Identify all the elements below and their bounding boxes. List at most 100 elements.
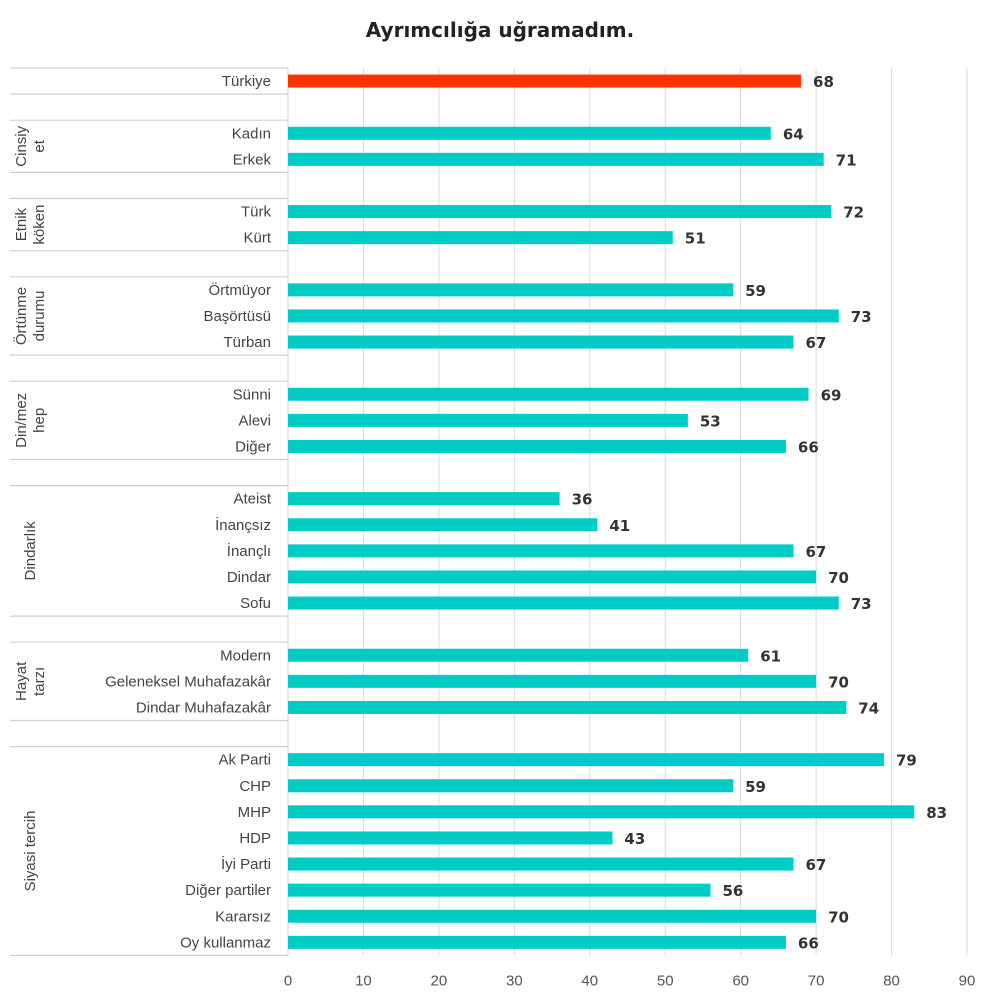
group-label: Etnik xyxy=(13,207,30,241)
category-label: Başörtüsü xyxy=(203,308,271,325)
bar xyxy=(288,387,809,401)
x-tick-label: 0 xyxy=(284,972,292,989)
bar xyxy=(288,231,673,245)
bar xyxy=(288,283,734,297)
category-label: MHP xyxy=(238,804,271,821)
group-label: Örtünme xyxy=(12,287,30,345)
bar xyxy=(288,674,817,688)
category-label: Kararsız xyxy=(215,908,271,925)
category-label: Örtmüyor xyxy=(208,281,271,299)
category-label: Erkek xyxy=(233,151,272,168)
bar xyxy=(288,857,794,871)
bar xyxy=(288,205,832,219)
category-label: Dindar Muhafazakâr xyxy=(136,699,271,716)
bar xyxy=(288,805,915,819)
bar xyxy=(288,309,839,323)
bar xyxy=(288,753,885,767)
bar xyxy=(288,439,786,453)
data-label: 70 xyxy=(828,673,849,691)
data-label: 56 xyxy=(722,882,743,900)
data-label: 59 xyxy=(745,778,766,796)
x-tick-label: 60 xyxy=(732,972,749,989)
x-tick-label: 70 xyxy=(808,972,825,989)
category-label: Ateist xyxy=(233,491,271,508)
bar xyxy=(288,570,817,584)
data-label: 69 xyxy=(821,386,842,404)
category-label: Oy kullanmaz xyxy=(180,934,271,951)
bar xyxy=(288,126,771,140)
category-label: CHP xyxy=(239,778,271,795)
category-label: İyi Parti xyxy=(221,855,271,873)
data-label: 70 xyxy=(828,569,849,587)
bar xyxy=(288,883,711,897)
category-label: Türban xyxy=(223,334,271,351)
bar xyxy=(288,648,749,662)
category-label: Türk xyxy=(241,204,272,221)
bar xyxy=(288,700,847,714)
x-tick-label: 20 xyxy=(431,972,448,989)
data-label: 67 xyxy=(805,856,826,874)
category-label: Ak Parti xyxy=(218,752,271,769)
group-label: durumu xyxy=(31,291,48,342)
category-label: Dindar xyxy=(227,569,271,586)
category-label: Alevi xyxy=(238,412,271,429)
group-label: tarzı xyxy=(31,667,48,696)
data-label: 73 xyxy=(851,308,872,326)
bar xyxy=(288,152,824,166)
bar xyxy=(288,335,794,349)
data-label: 64 xyxy=(783,125,804,143)
bar xyxy=(288,518,598,532)
category-label: Kürt xyxy=(243,230,271,247)
group-label: Siyasi tercih xyxy=(22,811,39,892)
bar xyxy=(288,831,613,845)
group-label: Din/mez xyxy=(13,393,30,448)
x-tick-label: 10 xyxy=(355,972,372,989)
group-label: Cinsiy xyxy=(13,125,30,166)
category-label: Sünni xyxy=(233,386,271,403)
bar xyxy=(288,492,560,506)
data-label: 53 xyxy=(700,412,721,430)
data-label: 41 xyxy=(609,517,630,535)
category-label: Modern xyxy=(220,647,271,664)
data-label: 67 xyxy=(805,334,826,352)
x-tick-label: 90 xyxy=(959,972,976,989)
bar xyxy=(288,909,817,923)
bar xyxy=(288,74,802,88)
x-tick-label: 50 xyxy=(657,972,674,989)
data-label: 70 xyxy=(828,908,849,926)
bar xyxy=(288,935,786,949)
chart-title: Ayrımcılığa uğramadım. xyxy=(365,18,635,42)
x-tick-label: 80 xyxy=(883,972,900,989)
data-label: 59 xyxy=(745,282,766,300)
category-label: Diğer partiler xyxy=(185,882,271,899)
data-label: 73 xyxy=(851,595,872,613)
group-label: Hayat xyxy=(13,661,30,701)
bar xyxy=(288,413,688,427)
bar xyxy=(288,596,839,610)
data-label: 51 xyxy=(685,230,706,248)
group-label: köken xyxy=(31,205,48,245)
data-label: 74 xyxy=(858,699,879,717)
x-tick-label: 40 xyxy=(581,972,598,989)
data-label: 71 xyxy=(836,151,857,169)
data-label: 83 xyxy=(926,804,947,822)
data-label: 79 xyxy=(896,752,917,770)
category-label: Diğer xyxy=(235,438,271,455)
data-label: 66 xyxy=(798,438,819,456)
category-label: Türkiye xyxy=(222,73,271,90)
category-label: Kadın xyxy=(232,125,271,142)
bar xyxy=(288,544,794,558)
category-label: Sofu xyxy=(240,595,271,612)
category-label: HDP xyxy=(239,830,271,847)
data-label: 68 xyxy=(813,73,834,91)
x-tick-label: 30 xyxy=(506,972,523,989)
bar xyxy=(288,779,734,793)
data-label: 43 xyxy=(624,830,645,848)
category-label: İnançsız xyxy=(215,516,271,534)
data-label: 61 xyxy=(760,647,781,665)
group-label: et xyxy=(31,139,48,152)
data-label: 66 xyxy=(798,934,819,952)
group-label: hep xyxy=(31,408,48,433)
